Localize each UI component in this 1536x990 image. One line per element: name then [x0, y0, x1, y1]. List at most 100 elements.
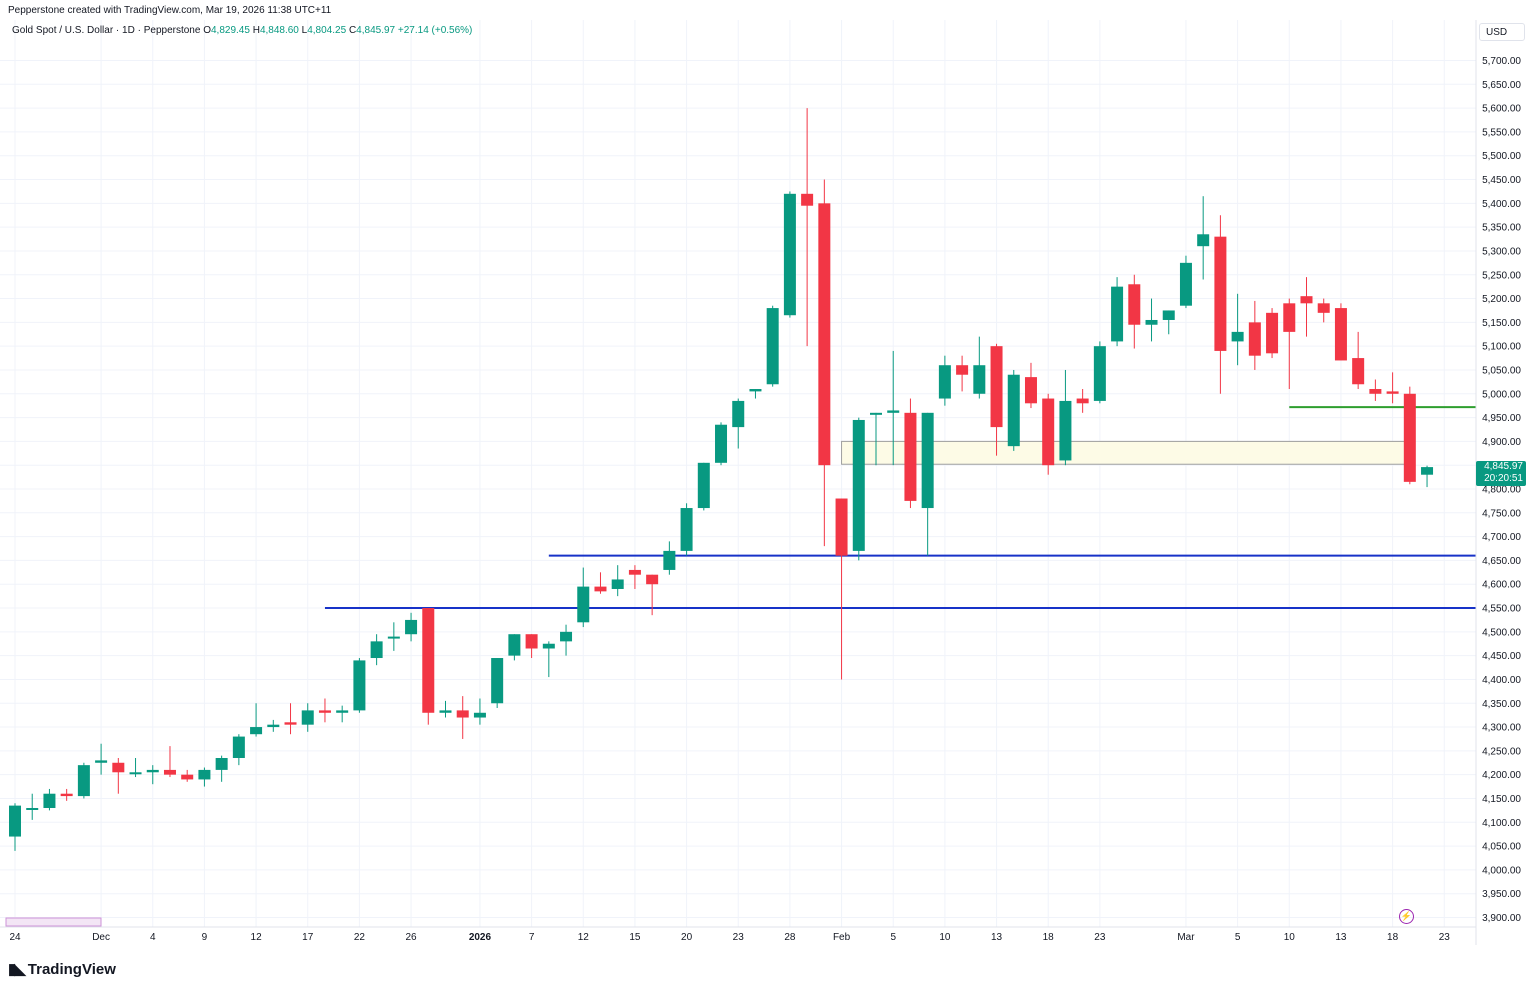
grid-lines [0, 20, 1476, 927]
candle [577, 567, 590, 628]
candle [1093, 341, 1106, 404]
candle [1007, 369, 1020, 451]
candle [1179, 255, 1192, 309]
candle [852, 417, 865, 561]
candle [680, 503, 693, 556]
candle [870, 412, 882, 466]
candle [26, 793, 39, 820]
candle [267, 719, 280, 732]
candle [1231, 293, 1244, 366]
symbol-legend: Gold Spot / U.S. Dollar · 1D · Peppersto… [12, 25, 473, 36]
candle [801, 108, 814, 347]
candle [956, 355, 969, 392]
candle [560, 624, 573, 656]
time-tick-label: 4 [150, 932, 156, 943]
time-tick-label: 7 [529, 932, 535, 943]
price-tick-label: 5,000.00 [1482, 389, 1521, 400]
candle [542, 641, 555, 678]
chart-credit: Pepperstone created with TradingView.com… [8, 5, 332, 16]
candle [1352, 331, 1365, 390]
candle [715, 422, 728, 466]
price-tick-label: 5,200.00 [1482, 294, 1521, 305]
time-tick-label: 2026 [469, 932, 492, 943]
low-value: 4,804.25 [307, 25, 347, 36]
price-tick-label: 4,700.00 [1482, 532, 1521, 543]
candle [835, 498, 848, 680]
candle [95, 743, 108, 775]
candle [318, 698, 331, 723]
candle [336, 705, 349, 723]
time-axis[interactable]: 24 Dec 4 9 12 17 22 26 2026 7 12 15 20 23 28 Feb 5 10 13 18… [9, 932, 1450, 943]
candle [938, 355, 951, 406]
candle [1128, 274, 1141, 349]
price-tick-label: 5,100.00 [1482, 342, 1521, 353]
candle [921, 412, 934, 556]
price-tick-label: 5,150.00 [1482, 318, 1521, 329]
time-tick-label: 12 [251, 932, 263, 943]
symbol-title: Gold Spot / U.S. Dollar · 1D · Peppersto… [12, 25, 201, 36]
time-tick-label: 9 [202, 932, 208, 943]
lightning-icon[interactable]: ⚡ [1399, 909, 1414, 924]
candle [508, 634, 521, 661]
candle [405, 612, 418, 642]
candle [112, 758, 125, 794]
price-tick-label: 4,150.00 [1482, 794, 1521, 805]
candle [1248, 300, 1261, 370]
price-tick-label: 4,600.00 [1482, 580, 1521, 591]
time-tick-label: 5 [890, 932, 896, 943]
time-tick-label: 15 [629, 932, 641, 943]
candle [129, 758, 142, 778]
tv-logo-icon: ▮◣ [8, 961, 26, 978]
price-tick-label: 3,950.00 [1482, 889, 1521, 900]
time-tick-label: 10 [939, 932, 951, 943]
candle [628, 565, 641, 589]
time-tick-label: 23 [733, 932, 745, 943]
bar-countdown: 20:20:51 [1484, 473, 1523, 484]
time-tick-label: 23 [1439, 932, 1451, 943]
price-axis[interactable]: 5,700.00 5,650.00 5,600.00 5,550.00 5,500.00… [1482, 56, 1521, 924]
time-tick-label: 20 [681, 932, 693, 943]
candle [146, 765, 159, 785]
candle [1386, 372, 1399, 404]
price-tick-label: 5,650.00 [1482, 80, 1521, 91]
tradingview-logo[interactable]: ▮◣ TradingView [8, 960, 116, 979]
candle [439, 700, 452, 718]
candle [43, 788, 56, 811]
currency-button[interactable]: USD [1479, 23, 1525, 41]
time-tick-label: 26 [405, 932, 417, 943]
time-tick-label: Mar [1177, 932, 1195, 943]
candle [697, 462, 710, 511]
candle [422, 608, 435, 725]
high-value: 4,848.60 [259, 25, 299, 36]
price-tick-label: 5,250.00 [1482, 270, 1521, 281]
price-tick-label: 5,450.00 [1482, 175, 1521, 186]
candle [353, 658, 366, 713]
price-tick-label: 5,350.00 [1482, 223, 1521, 234]
candle [370, 634, 383, 666]
price-tick-label: 4,100.00 [1482, 818, 1521, 829]
last-price-label: 4,845.97 20:20:51 [1476, 461, 1526, 486]
price-tick-label: 4,250.00 [1482, 746, 1521, 757]
candle [1214, 215, 1227, 394]
candle [990, 343, 1003, 456]
candle [1042, 393, 1055, 475]
candle [1145, 298, 1158, 342]
time-tick-label: 17 [302, 932, 314, 943]
candle [1421, 465, 1434, 488]
candle [232, 734, 245, 766]
time-tick-label: 24 [9, 932, 21, 943]
candle [1059, 369, 1072, 466]
candle [1197, 196, 1210, 280]
candle [77, 762, 90, 799]
price-tick-label: 5,500.00 [1482, 151, 1521, 162]
last-price: 4,845.97 [1484, 461, 1523, 472]
price-tick-label: 4,200.00 [1482, 770, 1521, 781]
candle [9, 803, 21, 851]
time-tick-label: Dec [92, 932, 110, 943]
price-tick-label: 5,600.00 [1482, 104, 1521, 115]
candle [198, 767, 211, 787]
candle [766, 305, 779, 387]
price-tick-label: 5,400.00 [1482, 199, 1521, 210]
candle [387, 622, 400, 651]
